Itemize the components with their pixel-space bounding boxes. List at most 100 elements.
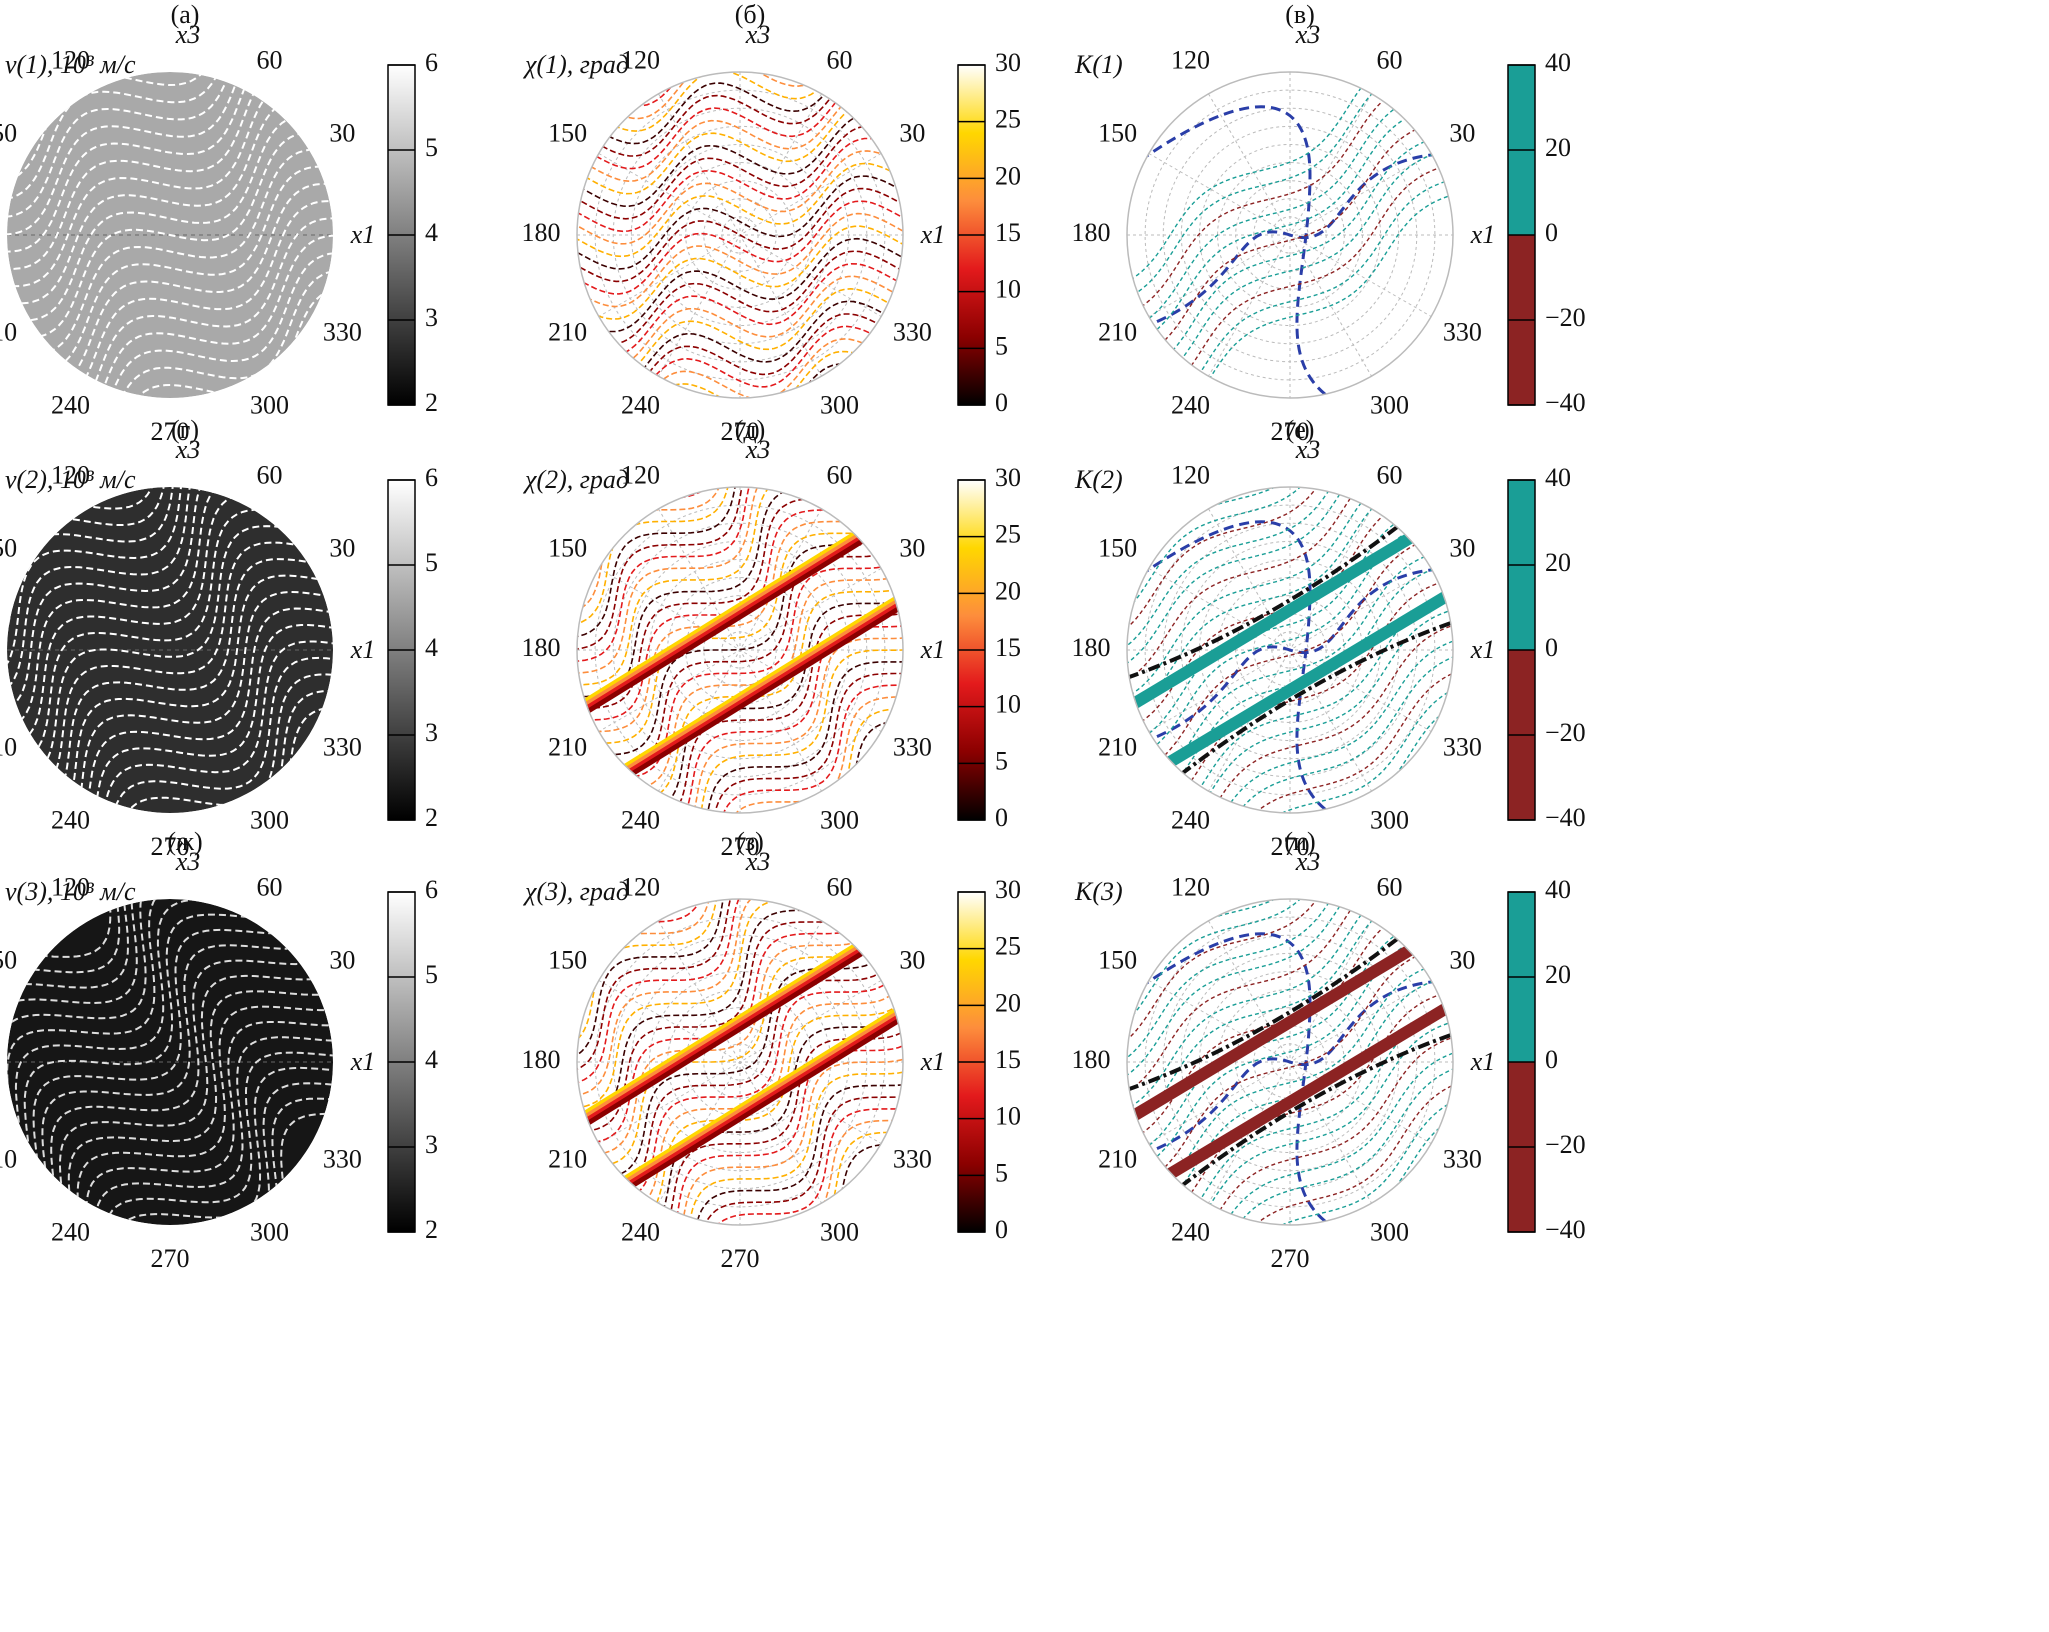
- colorbar-tick-label: 15: [995, 1045, 1021, 1074]
- colorbar-tick-label: 5: [995, 331, 1008, 360]
- angle-tick-label: 210: [1098, 1144, 1137, 1173]
- ridge: [1127, 507, 1453, 713]
- zero-contour: [1127, 105, 1331, 398]
- contour-line: [136, 1075, 333, 1225]
- contour-line: [709, 657, 903, 813]
- colorbar-tick-label: 6: [425, 48, 438, 77]
- contour-line: [7, 487, 209, 681]
- angle-tick-label: 60: [827, 461, 853, 490]
- angle-tick-label: 210: [548, 317, 587, 346]
- axis-top-label: x3: [745, 435, 771, 464]
- colorbar-tick-label: −20: [1545, 303, 1586, 332]
- contour-line: [605, 532, 855, 744]
- colorbar-tick-label: −40: [1545, 1215, 1586, 1244]
- angle-tick-label: 270: [721, 417, 760, 446]
- contour-line: [1140, 94, 1391, 308]
- axis-top-label: x3: [175, 435, 201, 464]
- ridge: [577, 591, 903, 799]
- contour-line: [577, 150, 892, 245]
- angle-tick-label: 210: [1098, 732, 1137, 761]
- zero-contour: [1127, 979, 1453, 1162]
- colorbar-tick-label: 2: [425, 803, 438, 832]
- colorbar-tick-label: −40: [1545, 803, 1586, 832]
- ridge: [577, 1011, 903, 1219]
- contour-line: [577, 899, 816, 1110]
- angle-tick-label: 330: [1443, 1144, 1482, 1173]
- angle-tick-label: 300: [250, 1217, 289, 1246]
- contour-line: [577, 487, 806, 686]
- polar-plot: [7, 899, 333, 1225]
- contour-line: [577, 899, 806, 1098]
- colorbar-tick-label: 10: [995, 690, 1021, 719]
- angle-tick-label: 150: [548, 945, 587, 974]
- contour-line: [696, 642, 903, 813]
- contour-line: [28, 492, 256, 735]
- ridge: [577, 1003, 903, 1211]
- angle-tick-label: 60: [257, 46, 283, 75]
- contour-line: [600, 275, 903, 371]
- colorbar-tick-label: 25: [995, 932, 1021, 961]
- colorbar-tick-label: 2: [425, 388, 438, 417]
- panel-title: v(2), 10³ м/с: [5, 465, 136, 494]
- zero-contour: [1127, 932, 1331, 1225]
- contour-line: [1127, 899, 1360, 1087]
- contour-line: [633, 566, 884, 778]
- contour-line: [1127, 899, 1353, 1075]
- contour-line: [1156, 944, 1407, 1157]
- colorbar-tick-label: 40: [1545, 48, 1571, 77]
- contour-line: [577, 497, 826, 710]
- contour-line: [7, 899, 174, 1109]
- angle-tick-label: 30: [1449, 945, 1475, 974]
- colorbar-tick-label: 4: [425, 633, 438, 662]
- contour-line: [577, 175, 898, 270]
- panel-label: (ж): [167, 827, 202, 856]
- contour-line: [1207, 1031, 1453, 1225]
- contour-line: [37, 508, 269, 748]
- axis-top-label: x3: [175, 847, 201, 876]
- contour-line: [1214, 1045, 1453, 1225]
- ridge: [577, 501, 903, 709]
- contour-line: [1127, 487, 1339, 637]
- colorbar-tick-label: 20: [1545, 960, 1571, 989]
- angle-tick-label: 270: [1271, 1244, 1310, 1273]
- contour-line: [700, 1059, 903, 1225]
- angle-tick-label: 240: [51, 805, 90, 834]
- colorbar-tick-label: 0: [1545, 633, 1558, 662]
- angle-tick-label: 30: [899, 533, 925, 562]
- panel-title: K(3): [1074, 877, 1123, 906]
- polar-plot: [1127, 72, 1453, 398]
- angle-tick-label: 30: [1449, 118, 1475, 147]
- panel-title: χ(3), град: [522, 877, 629, 906]
- polar-plot: [1127, 899, 1453, 1225]
- contour-line: [624, 555, 874, 767]
- angle-tick-label: 60: [257, 873, 283, 902]
- contour-line: [577, 72, 872, 157]
- colorbar-tick-label: −40: [1545, 388, 1586, 417]
- colorbar-tick-label: 40: [1545, 875, 1571, 904]
- panel-label: (б): [735, 0, 766, 29]
- angle-tick-label: 270: [151, 832, 190, 861]
- angle-tick-label: 120: [51, 461, 90, 490]
- contour-line: [23, 913, 256, 1153]
- angle-tick-label: 120: [1171, 873, 1210, 902]
- angle-tick-label: 150: [0, 945, 17, 974]
- angle-tick-label: 180: [522, 633, 561, 662]
- angle-tick-label: 120: [51, 873, 90, 902]
- contour-line: [675, 616, 903, 813]
- contour-line: [683, 1038, 903, 1225]
- ridge: [1127, 919, 1453, 1125]
- contour-line: [577, 99, 880, 195]
- contour-line: [79, 217, 333, 398]
- contour-line: [107, 656, 333, 813]
- contour-line: [577, 137, 888, 233]
- contour-line: [1127, 487, 1375, 700]
- contour-line: [1221, 646, 1453, 813]
- contour-line: [717, 1079, 903, 1225]
- contour-line: [1127, 487, 1346, 650]
- angle-tick-label: 330: [893, 317, 932, 346]
- polar-border: [576, 486, 904, 814]
- contour-line: [32, 928, 272, 1161]
- colorbar-tick-label: 5: [425, 548, 438, 577]
- polar-border: [1126, 71, 1454, 399]
- colorbar-tick-label: 30: [995, 48, 1021, 77]
